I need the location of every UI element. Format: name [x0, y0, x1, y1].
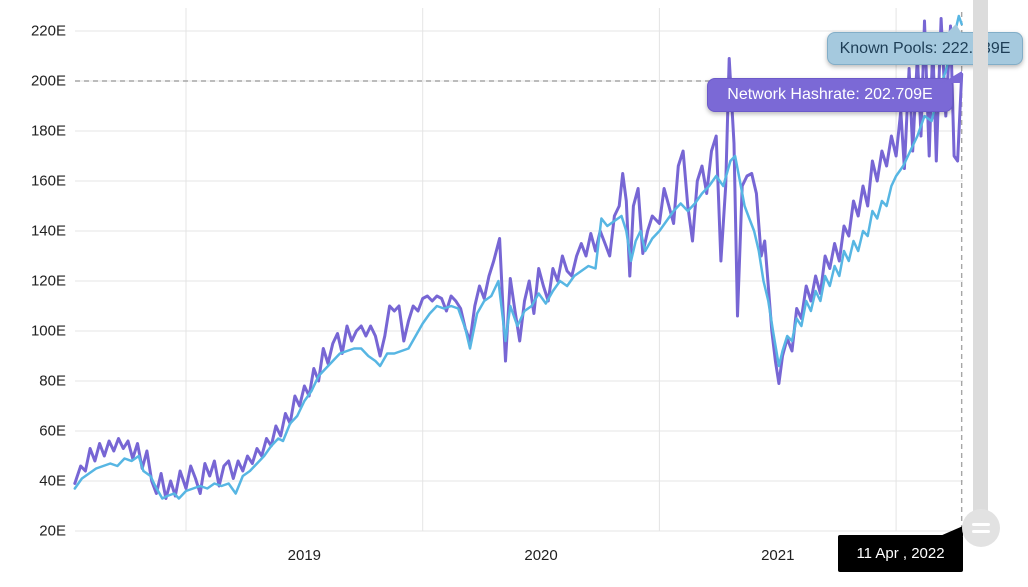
y-axis-label: 120E [30, 272, 66, 290]
known-pools-tooltip-label: Known Pools: 222.739E [839, 39, 1011, 57]
known-pools-tooltip: Known Pools: 222.739E [827, 32, 1023, 65]
y-axis-label: 140E [30, 222, 66, 240]
y-axis-label: 220E [30, 22, 66, 40]
x-axis-label: 2019 [287, 547, 322, 564]
y-axis-label: 100E [30, 322, 66, 340]
y-axis-label: 200E [30, 72, 66, 90]
grip-bar [972, 530, 990, 533]
y-axis-label: 180E [30, 122, 66, 140]
date-tooltip: 11 Apr , 2022 [838, 535, 963, 572]
series-line-known-pools [73, 14, 963, 500]
network-hashrate-tooltip: Network Hashrate: 202.709E [707, 78, 953, 112]
y-axis-label: 40E [39, 472, 66, 490]
y-axis-label: 60E [39, 422, 66, 440]
grip-bar [972, 523, 990, 526]
y-axis-label: 160E [30, 172, 66, 190]
y-axis-label: 80E [39, 372, 66, 390]
y-axis-label: 20E [39, 522, 66, 540]
scrollbar-grip-icon[interactable] [962, 509, 1000, 547]
x-axis-label: 2021 [761, 547, 795, 564]
network-hashrate-tooltip-label: Network Hashrate: 202.709E [727, 86, 933, 103]
date-tooltip-pointer [940, 526, 963, 536]
x-axis-label: 2020 [524, 547, 558, 564]
known-pools-tooltip-pointer [946, 24, 962, 34]
date-tooltip-label: 11 Apr , 2022 [856, 545, 945, 562]
chart-scrollbar-track[interactable] [973, 0, 988, 511]
series-line-network-hashrate [73, 17, 964, 500]
